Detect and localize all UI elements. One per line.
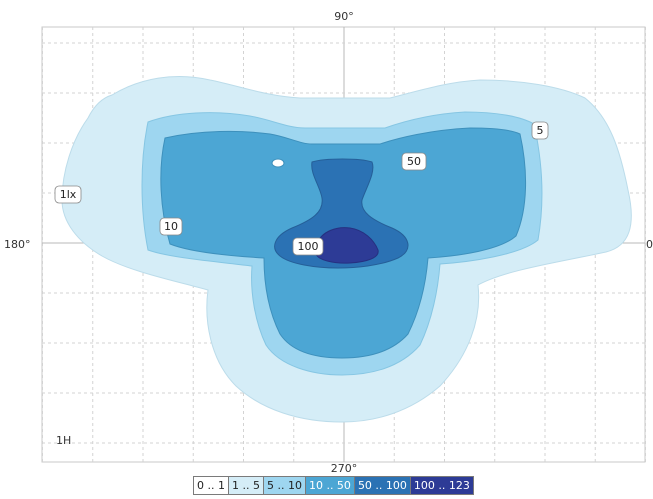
legend-item-50-100: 50 .. 100 xyxy=(353,477,410,494)
contour-label-1: 1lx xyxy=(54,185,82,204)
contour-label-10: 10 xyxy=(159,217,183,236)
legend-item-1-5: 1 .. 5 xyxy=(227,477,263,494)
contour-labels: 1lx 5 10 50 100 xyxy=(54,121,549,256)
angle-label-top: 90° xyxy=(334,10,354,23)
contour-label-100: 100 xyxy=(292,237,324,256)
legend-item-0-1: 0 .. 1 xyxy=(194,477,228,494)
contour-label-5: 5 xyxy=(531,121,549,140)
legend-item-100-123: 100 .. 123 xyxy=(409,477,473,494)
contour-label-50-text: 50 xyxy=(407,155,421,168)
legend: 0 .. 1 1 .. 5 5 .. 10 10 .. 50 50 .. 100… xyxy=(193,476,474,495)
contour-bands xyxy=(61,76,632,423)
contour-label-50: 50 xyxy=(401,152,427,171)
legend-item-5-10: 5 .. 10 xyxy=(262,477,305,494)
angle-label-left: 180° xyxy=(4,238,31,251)
angle-label-right: 0 xyxy=(646,238,653,251)
contour-label-10-text: 10 xyxy=(164,220,178,233)
angle-label-bottom: 270° xyxy=(331,462,358,475)
contour-label-1-text: 1lx xyxy=(60,188,77,201)
contour-label-5-text: 5 xyxy=(537,124,544,137)
legend-item-10-50: 10 .. 50 xyxy=(304,477,354,494)
contour-label-100-text: 100 xyxy=(298,240,319,253)
corner-label: 1H xyxy=(56,434,71,447)
contour-island xyxy=(271,158,285,168)
